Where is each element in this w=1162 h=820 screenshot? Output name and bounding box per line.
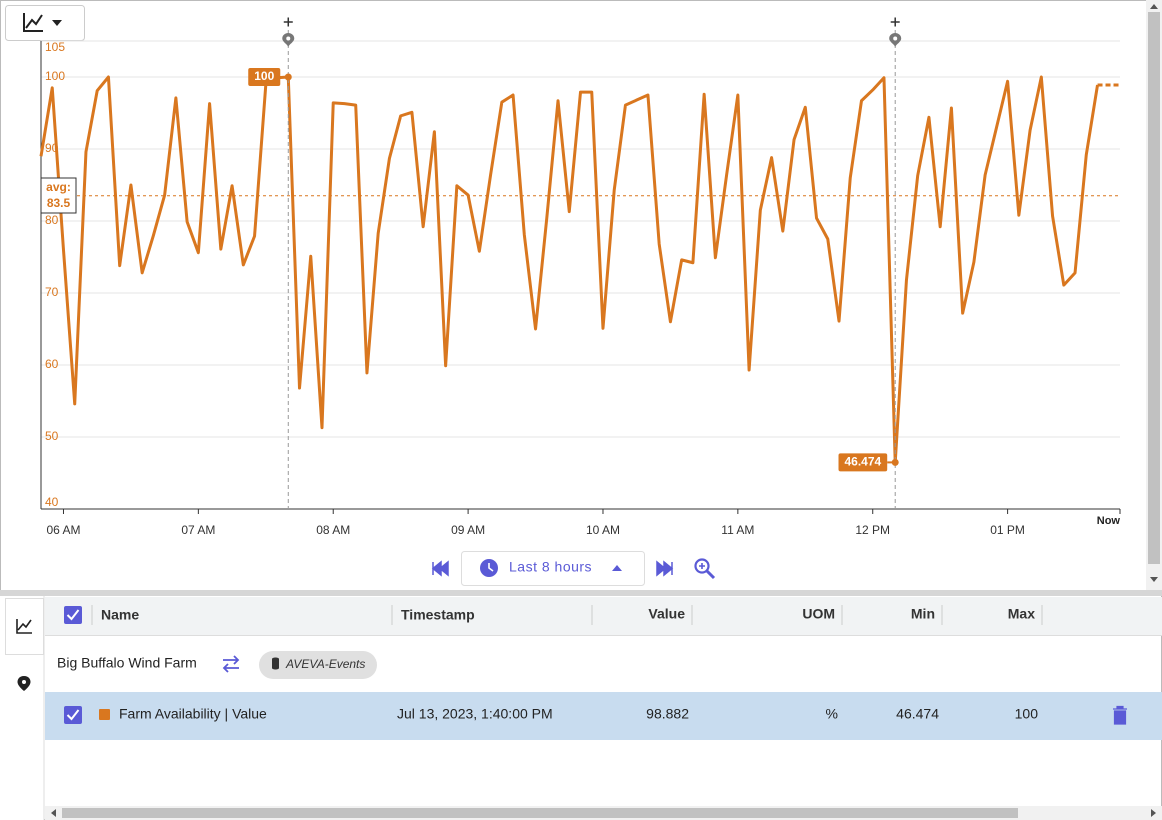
clock-hands [488,563,494,572]
group-name: Big Buffalo Wind Farm [57,655,197,671]
marker-pin-dot [286,36,291,41]
time-nav: Last 8 hours [431,551,716,586]
row-name: Farm Availability | Value [119,706,267,722]
skip-forward[interactable] [656,560,674,577]
x-tick-label: 06 AM [46,523,80,537]
row-timestamp: Jul 13, 2023, 1:40:00 PM [397,706,553,722]
x-tick-label: 08 AM [316,523,350,537]
y-tick-label: 70 [45,285,59,299]
annotation-box [248,68,281,86]
chart-type-button[interactable] [5,5,85,41]
table-row[interactable] [45,692,1162,740]
x-tick-label: 10 AM [586,523,620,537]
avg-label: avg: [46,180,71,194]
row-min: 46.474 [896,706,939,722]
y-tick-label: 40 [45,495,59,509]
swap-button[interactable] [222,655,240,673]
h-scroll-thumb[interactable] [62,808,1018,818]
time-range: Last 8 hours [509,559,592,575]
row-value: 98.882 [646,706,689,722]
marker-pin-dot [893,36,898,41]
markers-tab-dot [22,680,26,684]
db-icon [272,657,279,670]
column-header[interactable]: Value [648,606,685,622]
range-caret [612,565,622,571]
delete-button[interactable] [1113,705,1127,725]
annotation-label: 46.474 [845,455,882,469]
avg-label-box [40,177,77,214]
row-max: 100 [1015,706,1039,722]
skip-back[interactable] [431,560,449,577]
column-header[interactable]: Max [1008,606,1035,622]
column-header[interactable]: UOM [802,606,835,622]
marker-add[interactable] [283,17,293,27]
series-swatch [99,709,110,720]
avg-value: 83.5 [47,196,71,210]
time-range-button[interactable] [461,551,645,586]
x-tick-label: 07 AM [181,523,215,537]
series-line [39,75,1100,464]
annotation-box [838,453,888,472]
row-uom: % [826,706,838,722]
x-tick-label: Now [1097,515,1121,527]
column-header[interactable]: Name [101,607,139,623]
y-tick-label: 105 [45,40,65,54]
y-tick-label: 50 [45,429,59,443]
annotation-label: 100 [254,69,274,83]
marker-add[interactable] [890,17,900,27]
column-dividers [91,605,1043,625]
y-tick-label: 100 [45,69,65,83]
y-tick-label: 80 [45,213,59,227]
trend-tab[interactable] [5,598,44,655]
x-tick-label: 11 AM [721,523,754,537]
x-tick-label: 01 PM [990,523,1025,537]
source-name: AVEVA-Events [285,657,365,671]
zoom-button[interactable] [694,558,716,580]
y-tick-label: 60 [45,357,59,371]
table-header [45,597,1162,635]
column-header[interactable]: Timestamp [401,607,475,623]
splitter[interactable] [0,590,1162,596]
row-checkbox[interactable] [64,706,82,724]
source-chip [259,651,377,679]
column-header[interactable]: Min [911,606,935,622]
x-tick-label: 12 PM [855,523,890,537]
select-all[interactable] [64,606,82,624]
v-scroll-thumb[interactable] [1148,12,1160,564]
x-tick-label: 09 AM [451,523,485,537]
